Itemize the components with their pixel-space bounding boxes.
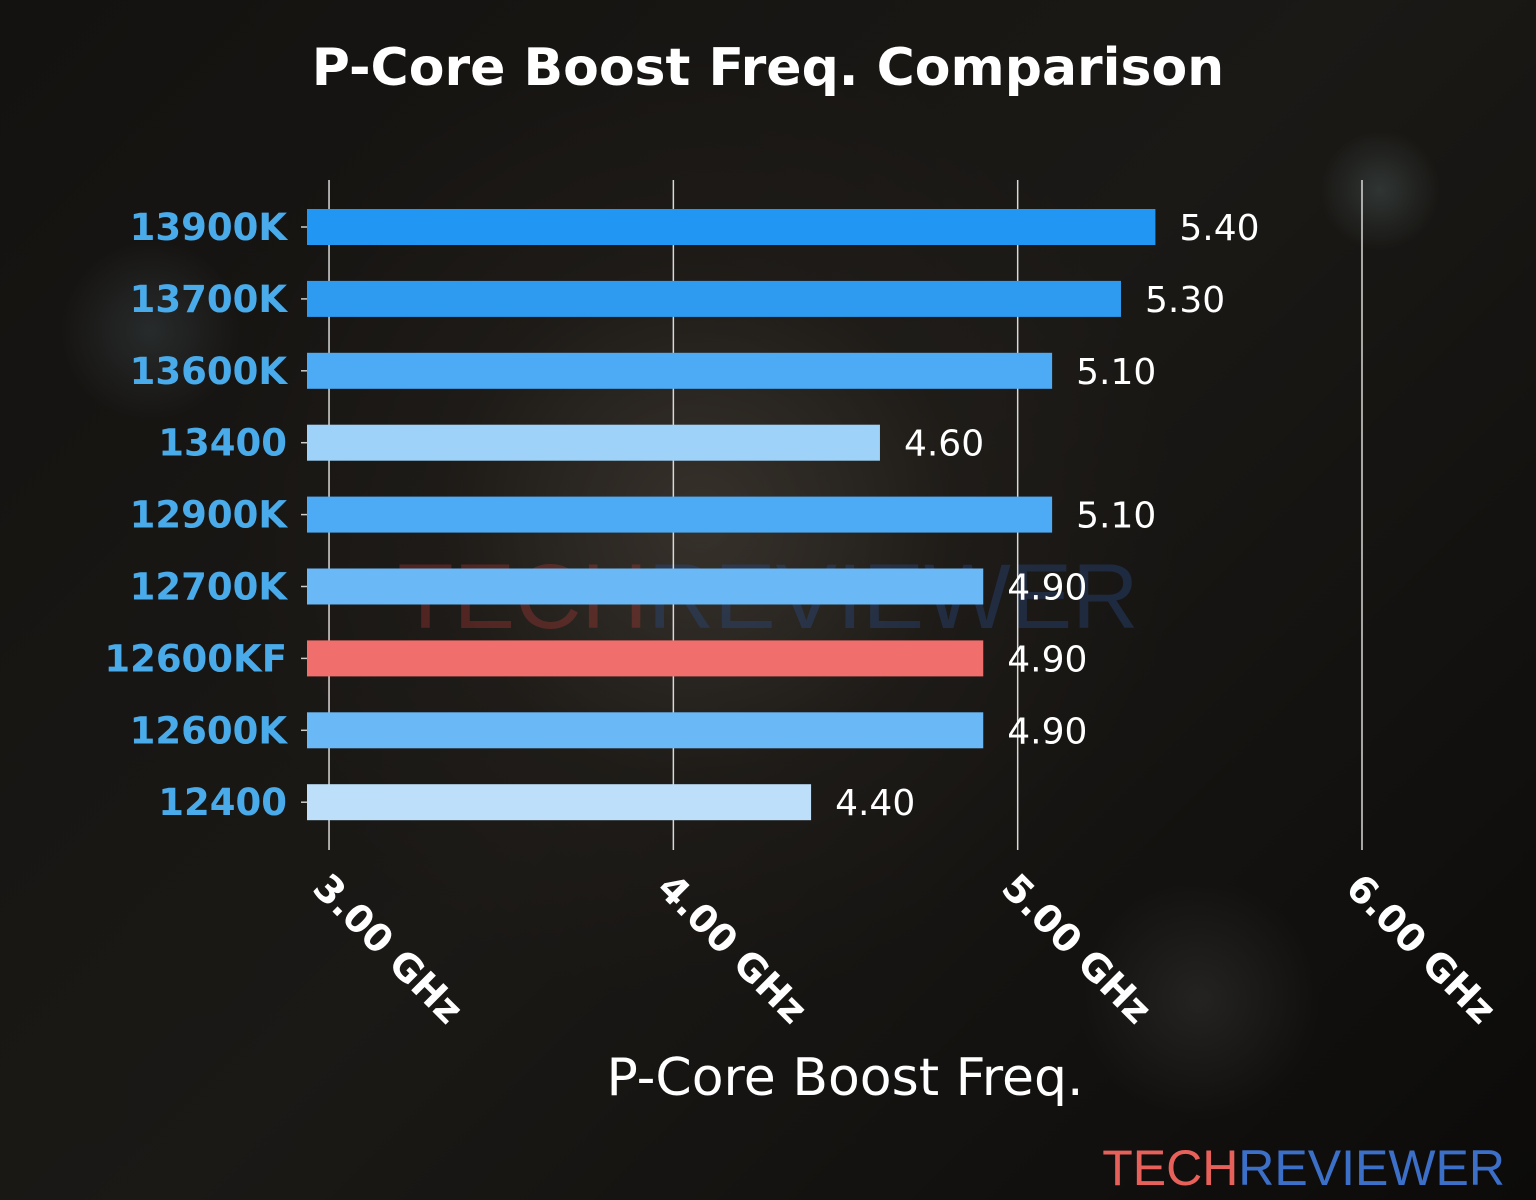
value-label: 4.40 bbox=[835, 783, 915, 824]
category-label: 12600K bbox=[130, 709, 289, 752]
bar bbox=[307, 280, 1121, 317]
value-label: 4.90 bbox=[1007, 639, 1087, 680]
bar bbox=[307, 712, 984, 749]
category-label: 13400 bbox=[158, 422, 287, 465]
value-label: 5.10 bbox=[1076, 352, 1156, 393]
value-label: 5.30 bbox=[1145, 280, 1225, 321]
x-tick-label: 3.00 GHz bbox=[305, 865, 472, 1032]
category-label: 12600KF bbox=[104, 637, 287, 680]
x-tick-label: 5.00 GHz bbox=[993, 865, 1160, 1032]
bar bbox=[307, 784, 812, 821]
category-label: 12700K bbox=[130, 566, 289, 609]
value-label: 5.40 bbox=[1179, 208, 1259, 249]
bar bbox=[307, 640, 984, 677]
bar bbox=[307, 424, 880, 461]
bar bbox=[307, 496, 1053, 533]
value-label: 4.90 bbox=[1007, 711, 1087, 752]
x-tick-labels: 3.00 GHz 4.00 GHz 5.00 GHz 6.00 GHz bbox=[305, 865, 1505, 1032]
category-label: 12900K bbox=[130, 494, 289, 537]
x-axis-label: P-Core Boost Freq. bbox=[606, 1048, 1083, 1108]
x-tick-label: 6.00 GHz bbox=[1338, 865, 1505, 1032]
bars: 13900K 5.40 13700K 5.30 13600K 5.10 13400 4.60 1… bbox=[104, 206, 1259, 824]
bar bbox=[307, 568, 984, 605]
category-label: 13900K bbox=[130, 206, 289, 249]
category-label: 13700K bbox=[130, 278, 289, 321]
x-tick-label: 4.00 GHz bbox=[649, 865, 816, 1032]
category-label: 12400 bbox=[158, 781, 287, 824]
chart-title: P-Core Boost Freq. Comparison bbox=[312, 38, 1224, 98]
value-label: 4.90 bbox=[1007, 568, 1087, 609]
value-label: 5.10 bbox=[1076, 496, 1156, 537]
category-label: 13600K bbox=[130, 350, 289, 393]
bar bbox=[307, 209, 1156, 245]
value-label: 4.60 bbox=[904, 424, 984, 465]
bar bbox=[307, 352, 1053, 389]
techreviewer-logo: TECHREVIEWER bbox=[1102, 1140, 1505, 1196]
